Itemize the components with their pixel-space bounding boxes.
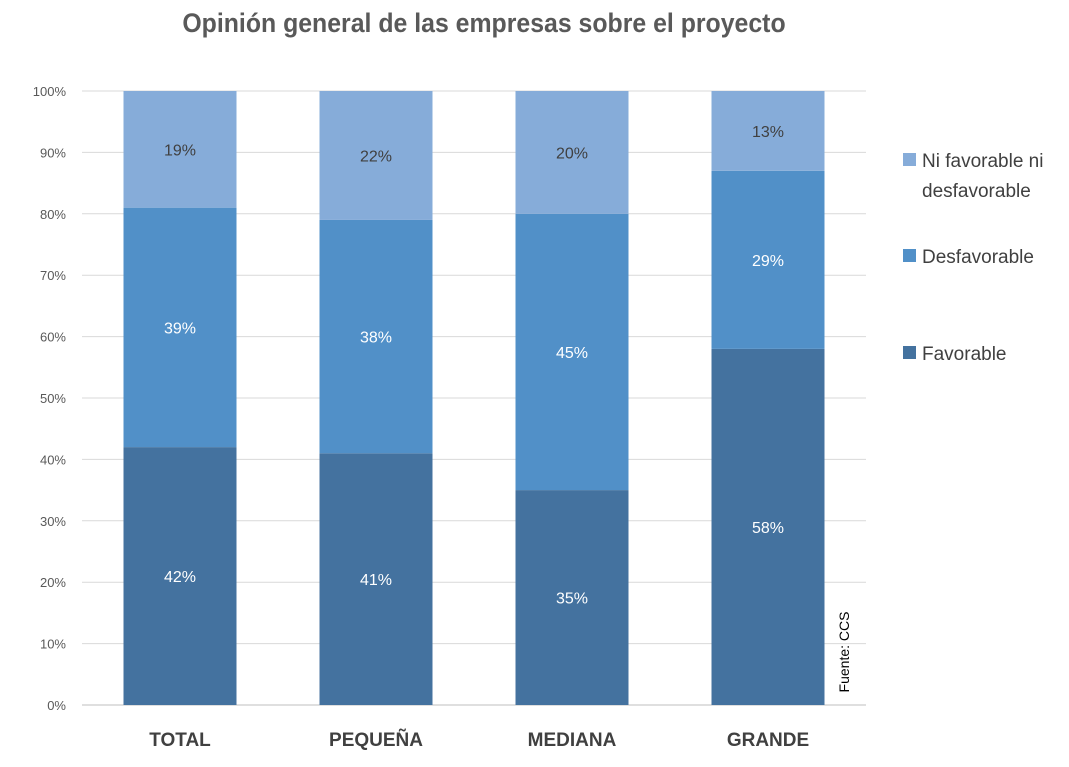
- data-label: 22%: [360, 148, 392, 165]
- y-tick-label: 100%: [33, 84, 67, 99]
- bar-segment: [123, 447, 237, 705]
- data-label: 13%: [752, 124, 784, 141]
- y-tick-label: 30%: [40, 514, 66, 529]
- bars: [123, 91, 825, 705]
- data-label: 38%: [360, 330, 392, 347]
- bar-segment: [123, 207, 237, 448]
- data-label: 20%: [556, 145, 588, 162]
- legend-label: Desfavorable: [922, 247, 1034, 268]
- y-tick-label: 70%: [40, 268, 66, 283]
- data-label: 35%: [556, 591, 588, 608]
- data-labels: 42% 39% 19% 41% 38% 22% 35% 45% 20% 58% 29% 13%: [164, 124, 784, 608]
- bar-segment: [711, 91, 825, 171]
- bar-segment: [515, 490, 629, 705]
- bar-segment: [711, 348, 825, 705]
- data-label: 19%: [164, 142, 196, 159]
- legend-swatch: [903, 153, 916, 166]
- data-label: 58%: [752, 520, 784, 537]
- y-axis-ticks: 0% 10% 20% 30% 40% 50% 60% 70% 80% 90% 100%: [33, 84, 67, 713]
- legend-label: desfavorable: [922, 181, 1031, 202]
- bar-segment: [515, 213, 629, 491]
- legend-label: Ni favorable ni: [922, 151, 1043, 172]
- bar-segment: [711, 170, 825, 349]
- legend-label: Favorable: [922, 344, 1007, 365]
- bar-segment: [319, 91, 433, 220]
- source-note: Fuente: CCS: [836, 612, 852, 693]
- x-category-label: PEQUEÑA: [329, 729, 423, 751]
- data-label: 29%: [752, 253, 784, 270]
- x-axis-categories: TOTAL PEQUEÑA MEDIANA GRANDE: [149, 729, 809, 751]
- y-tick-label: 90%: [40, 145, 66, 160]
- x-category-label: MEDIANA: [528, 730, 617, 751]
- bar-segment: [319, 219, 433, 454]
- bar-segment: [319, 453, 433, 705]
- data-label: 41%: [360, 572, 392, 589]
- bar-segment: [515, 91, 629, 214]
- y-tick-label: 60%: [40, 330, 66, 345]
- x-category-label: TOTAL: [149, 730, 211, 751]
- y-tick-label: 40%: [40, 452, 66, 467]
- y-tick-label: 80%: [40, 207, 66, 222]
- chart-title: Opinión general de las empresas sobre el…: [182, 8, 786, 38]
- y-tick-label: 0%: [47, 698, 66, 713]
- y-tick-label: 20%: [40, 575, 66, 590]
- y-tick-label: 10%: [40, 637, 66, 652]
- legend: Ni favorable ni desfavorable Desfavorable F…: [903, 151, 1043, 365]
- legend-swatch: [903, 249, 916, 262]
- data-label: 42%: [164, 569, 196, 586]
- data-label: 45%: [556, 345, 588, 362]
- y-tick-label: 50%: [40, 391, 66, 406]
- x-category-label: GRANDE: [727, 730, 809, 751]
- bar-segment: [123, 91, 237, 208]
- data-label: 39%: [164, 320, 196, 337]
- legend-swatch: [903, 346, 916, 359]
